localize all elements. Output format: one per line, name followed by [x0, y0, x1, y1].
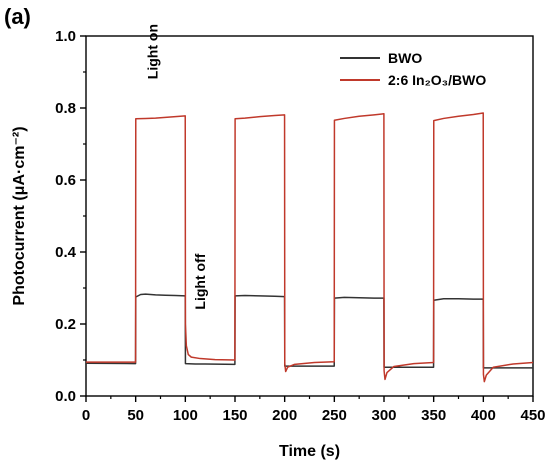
x-tick-label: 200 — [272, 407, 297, 424]
x-tick-label: 400 — [471, 407, 496, 424]
annotation-light-on: Light on — [145, 24, 161, 79]
y-tick-label: 1.0 — [55, 28, 76, 45]
x-tick-label: 100 — [173, 407, 198, 424]
y-tick-label: 0.4 — [55, 244, 77, 261]
y-tick-label: 0.6 — [55, 172, 76, 189]
y-tick-label: 0.8 — [55, 100, 76, 117]
y-axis-title: Photocurrent (μA·cm⁻²) — [11, 126, 28, 305]
x-tick-label: 0 — [82, 407, 90, 424]
x-tick-label: 300 — [371, 407, 396, 424]
annotation-light-off: Light off — [192, 253, 208, 309]
axes: 0 50 100 150 200 250 300 350 400 450 0.0 0.2 0.4 0.6 0… — [55, 28, 545, 424]
legend-label: 2:6 In₂O₃/BWO — [388, 72, 486, 88]
x-tick-label: 50 — [127, 407, 144, 424]
x-axis-title: Time (s) — [279, 443, 340, 460]
series-line-0 — [85, 293, 533, 369]
legend-label: BWO — [388, 50, 422, 66]
x-tick-label: 450 — [520, 407, 545, 424]
legend: BWO 2:6 In₂O₃/BWO — [340, 50, 486, 88]
y-tick-label: 0.0 — [55, 388, 76, 405]
panel-label: (a) — [4, 4, 31, 29]
y-tick-label: 0.2 — [55, 316, 76, 333]
annotations: Light on Light off — [145, 24, 209, 310]
plot-frame — [85, 35, 534, 397]
x-tick-label: 250 — [322, 407, 347, 424]
x-tick-label: 350 — [421, 407, 446, 424]
series-line-1 — [86, 112, 534, 383]
series-lines — [85, 112, 534, 383]
x-tick-label: 150 — [222, 407, 247, 424]
